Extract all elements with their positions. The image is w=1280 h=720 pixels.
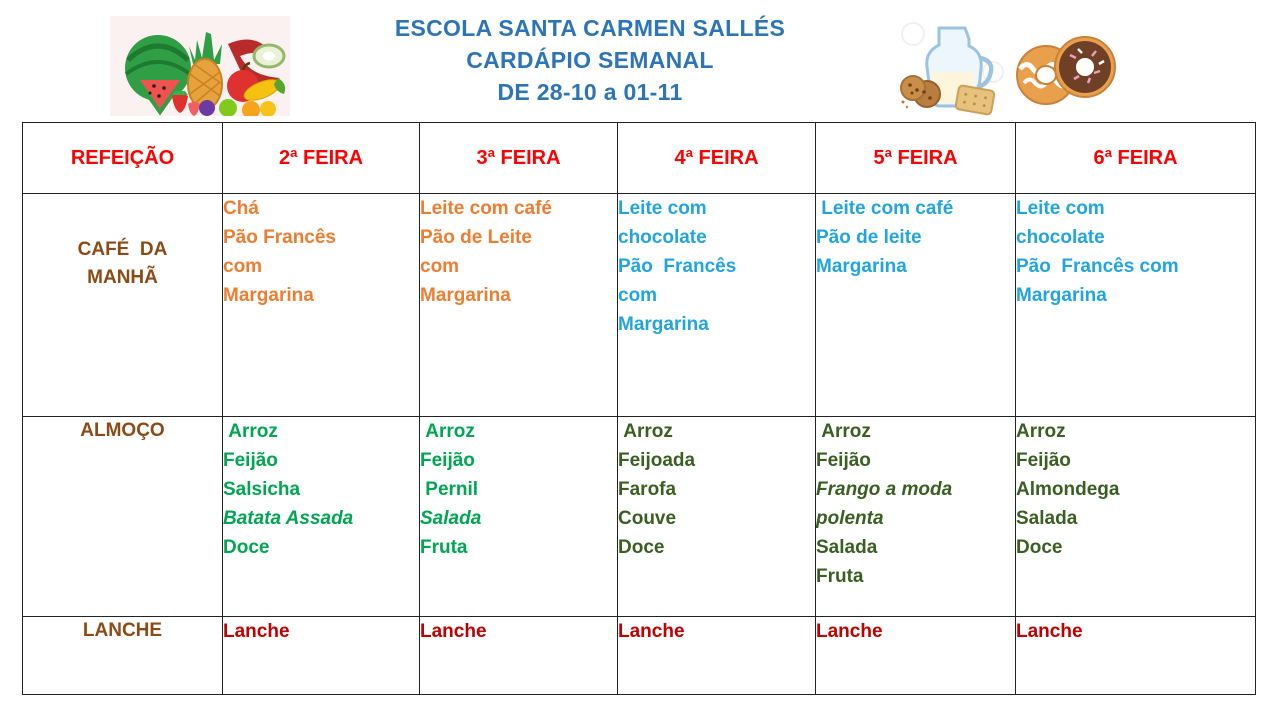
column-header-5a-feira: 5ª FEIRA [815,122,1016,194]
almoco-3a-feira: Arroz Feijão Pernil Salada Fruta [419,416,618,617]
menu-date-range: DE 28-10 a 01-11 [497,79,683,105]
school-name: ESCOLA SANTA CARMEN SALLÉS [394,15,786,41]
column-header-refeicao: REFEIÇÃO [22,122,223,194]
row-label-cafe-da-manha: CAFÉ DA MANHÃ [22,193,223,417]
cafe-da-manha-4a-feira: Leite com chocolate Pão Francês com Margarin… [617,193,816,417]
column-header-4a-feira: 4ª FEIRA [617,122,816,194]
menu-table: REFEIÇÃO 2ª FEIRA 3ª FEIRA 4ª FEIRA 5ª FEIRA… [22,122,1256,695]
cafe-da-manha-6a-feira: Leite com chocolate Pão Francês com Margari… [1015,193,1256,417]
table-row-almoco: ALMOÇO Arroz Feijão Salsicha Batata Assada D… [22,416,1256,617]
cafe-da-manha-5a-feira: Leite com café Pão de leite Margarina [815,193,1016,417]
donuts-image [1008,25,1120,113]
almoco-2a-feira: Arroz Feijão Salsicha Batata Assada Doce [222,416,420,617]
row-label-lanche: LANCHE [22,616,223,695]
row-label-almoco: ALMOÇO [22,416,223,617]
table-header-row: REFEIÇÃO 2ª FEIRA 3ª FEIRA 4ª FEIRA 5ª FEIRA… [22,122,1256,194]
cafe-da-manha-2a-feira: Chá Pão Francês com Margarina [222,193,420,417]
page-title: ESCOLA SANTA CARMEN SALLÉS CARDÁPIO SEMA… [320,12,860,108]
milk-jug-and-cookies-image [893,12,1011,117]
lanche-2a-feira: Lanche [222,616,420,695]
lanche-3a-feira: Lanche [419,616,618,695]
table-row-cafe-da-manha: CAFÉ DA MANHÃ Chá Pão Francês com Margarina Le… [22,193,1256,417]
column-header-2a-feira: 2ª FEIRA [222,122,420,194]
almoco-5a-feira: Arroz Feijão Frango a moda polenta Salada Fru… [815,416,1016,617]
column-header-3a-feira: 3ª FEIRA [419,122,618,194]
lanche-5a-feira: Lanche [815,616,1016,695]
donuts-icon [1008,25,1120,113]
lanche-6a-feira: Lanche [1015,616,1256,695]
table-row-lanche: LANCHE Lanche Lanche Lanche Lanche Lanche [22,616,1256,695]
fruits-clipart-image [110,16,290,119]
almoco-4a-feira: Arroz Feijoada Farofa Couve Doce [617,416,816,617]
almoco-6a-feira: Arroz Feijão Almondega Salada Doce [1015,416,1256,617]
lanche-4a-feira: Lanche [617,616,816,695]
menu-table-wrapper: REFEIÇÃO 2ª FEIRA 3ª FEIRA 4ª FEIRA 5ª FEIRA… [22,122,1256,695]
column-header-6a-feira: 6ª FEIRA [1015,122,1256,194]
milk-cookies-icon [893,12,1011,117]
fruits-icon [110,16,290,119]
cafe-da-manha-3a-feira: Leite com café Pão de Leite com Margarina [419,193,618,417]
menu-subtitle: CARDÁPIO SEMANAL [466,47,714,73]
